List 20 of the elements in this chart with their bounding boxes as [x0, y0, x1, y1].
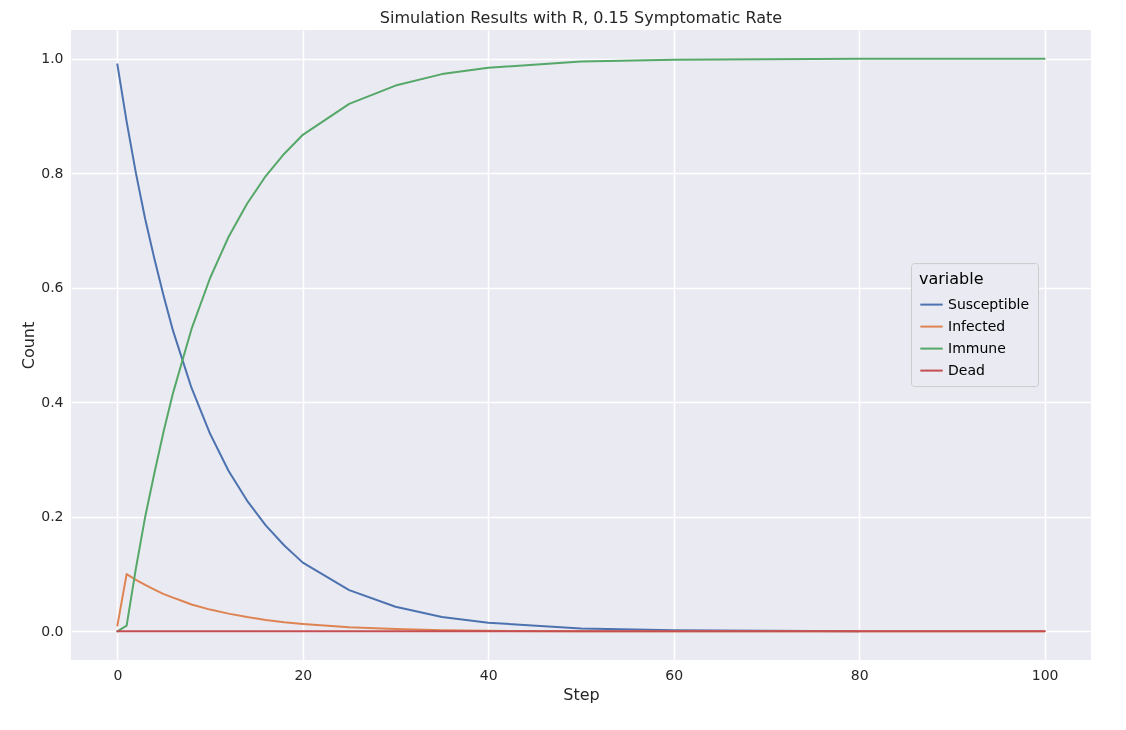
x-axis-title: Step [563, 684, 600, 704]
legend-label: Susceptible [948, 295, 1030, 312]
x-tick-label: 40 [479, 666, 498, 683]
legend-label: Dead [948, 361, 985, 378]
x-tick-label: 0 [113, 666, 123, 683]
legend-label: Infected [948, 317, 1006, 334]
y-axis-title: Count [19, 321, 39, 370]
x-tick-label: 60 [665, 666, 684, 683]
x-tick-label: 80 [850, 666, 869, 683]
y-tick-label: 0.6 [41, 279, 64, 296]
x-tick-label: 20 [294, 666, 313, 683]
y-tick-label: 0.2 [41, 508, 64, 525]
chart-title: Simulation Results with R, 0.15 Symptomatic Rate [379, 8, 783, 27]
legend-title: variable [919, 269, 984, 289]
y-tick-label: 0.4 [41, 393, 64, 410]
y-tick-label: 0.0 [41, 622, 64, 639]
x-tick-label: 100 [1031, 666, 1059, 683]
y-tick-label: 1.0 [41, 50, 64, 67]
legend-label: Immune [948, 339, 1006, 356]
y-tick-label: 0.8 [41, 164, 64, 181]
